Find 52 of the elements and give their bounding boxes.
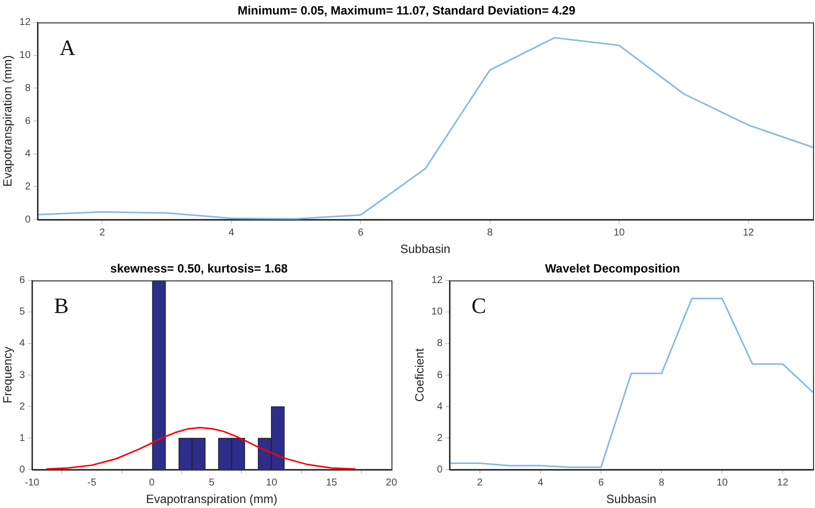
y-axis-title: Coeficient — [412, 348, 427, 402]
y-axis-title: Evapotranspiration (mm) — [0, 55, 15, 187]
y-tick-label: 5 — [19, 306, 26, 318]
y-tick-label: 4 — [19, 338, 26, 350]
x-tick-label: -10 — [24, 477, 40, 488]
chart-title: skewness= 0.50, kurtosis= 1.68 — [110, 262, 288, 276]
y-axis-title: Frequency — [0, 346, 15, 404]
x-tick-label: 5 — [208, 477, 215, 488]
y-tick-label: 6 — [24, 116, 31, 127]
x-tick-label: 20 — [386, 477, 398, 488]
y-tick-label: 10 — [19, 50, 31, 62]
y-tick-label: 1 — [19, 432, 26, 444]
x-tick-label: 12 — [777, 477, 789, 488]
x-tick-label: 2 — [99, 227, 106, 238]
x-tick-label: 0 — [149, 477, 156, 488]
x-tick-label: 10 — [266, 477, 278, 488]
x-tick-label: 6 — [358, 227, 364, 238]
y-tick-label: 3 — [19, 370, 26, 381]
y-tick-label: 0 — [19, 464, 26, 476]
x-axis-title: Subbasin — [606, 492, 656, 506]
x-tick-label: -5 — [87, 477, 97, 488]
x-tick-label: 8 — [487, 227, 494, 238]
x-axis-title: Evapotranspiration (mm) — [146, 492, 278, 506]
y-tick-label: 6 — [19, 275, 26, 286]
x-tick-label: 12 — [742, 227, 754, 238]
x-axis-title: Subbasin — [400, 242, 450, 256]
y-tick-label: 8 — [436, 338, 443, 350]
y-tick-label: 12 — [19, 17, 31, 28]
y-tick-label: 2 — [24, 181, 31, 192]
chart-title: Wavelet Decomposition — [545, 262, 680, 276]
y-tick-label: 2 — [436, 432, 443, 444]
y-tick-label: 2 — [19, 401, 26, 412]
x-tick-label: 15 — [326, 477, 338, 488]
y-tick-label: 0 — [436, 464, 443, 476]
annotation: C — [472, 293, 486, 318]
x-tick-label: 8 — [658, 477, 665, 488]
x-tick-label: 4 — [538, 477, 544, 488]
y-tick-label: 6 — [436, 370, 443, 381]
annotation: A — [60, 35, 76, 60]
x-tick-label: 6 — [598, 477, 604, 488]
chart-title: Minimum= 0.05, Maximum= 11.07, Standard Deviation= 4.29 — [238, 4, 576, 18]
y-tick-label: 10 — [431, 306, 443, 318]
y-tick-label: 8 — [24, 82, 31, 94]
x-tick-label: 10 — [716, 477, 728, 488]
y-tick-label: 0 — [24, 214, 31, 226]
y-tick-label: 4 — [436, 401, 443, 412]
x-tick-label: 10 — [614, 227, 626, 238]
x-tick-label: 4 — [228, 227, 235, 238]
y-tick-label: 12 — [431, 275, 443, 286]
y-tick-label: 4 — [24, 148, 31, 160]
annotation: B — [54, 293, 69, 318]
x-tick-label: 2 — [477, 477, 484, 488]
